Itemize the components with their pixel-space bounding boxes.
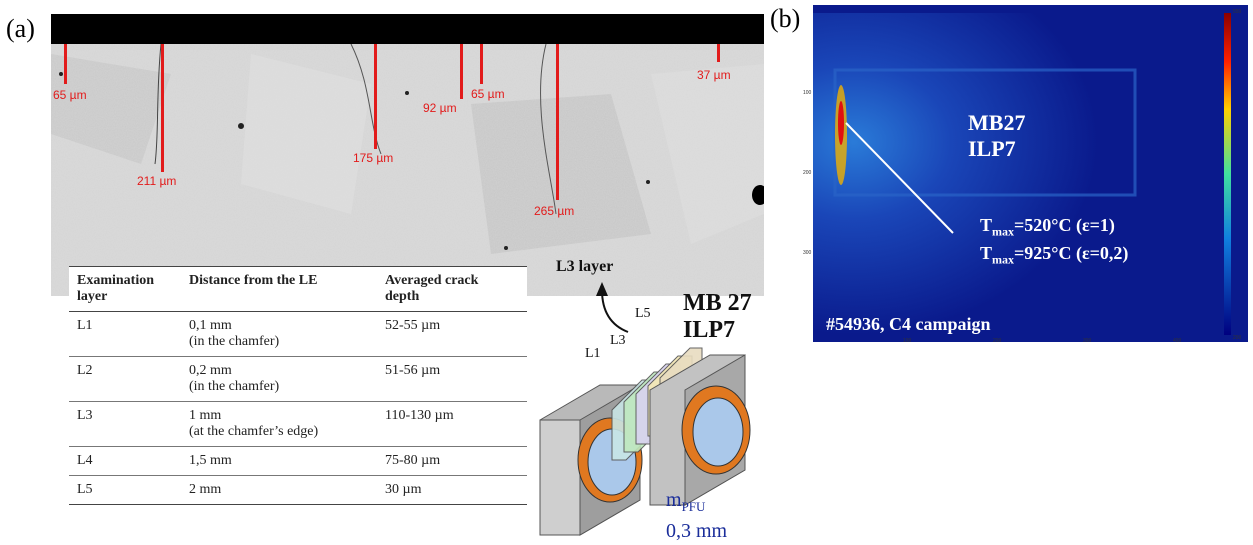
micrograph-texture — [51, 14, 764, 296]
shot-campaign-label: #54936, C4 campaign — [826, 314, 991, 334]
crack-marker — [717, 44, 720, 62]
table-row: L5 2 mm 30 µm — [69, 475, 527, 505]
l3-label: L3 — [610, 333, 626, 348]
arrow-head-icon — [596, 282, 608, 296]
cell-layer: L3 — [69, 401, 181, 447]
top-black-band — [51, 14, 764, 44]
crack-label: 211 µm — [137, 174, 177, 188]
crack-label: 175 µm — [353, 151, 394, 165]
cell-distance: 2 mm — [181, 475, 377, 505]
mpfu-label: mPFU 0,3 mm — [666, 489, 728, 542]
sem-micrograph: 65 µm 211 µm 175 µm 92 µm 65 µm 265 µm 3… — [51, 14, 764, 296]
crack-depth-table: Examination layer Distance from the LE Av… — [69, 266, 527, 505]
cell-layer: L1 — [69, 311, 181, 357]
header-distance: Distance from the LE — [181, 266, 377, 312]
colorbar — [1224, 13, 1231, 335]
table-header-row: Examination layer Distance from the LE Av… — [69, 266, 527, 312]
cell-distance: 0,1 mm (in the chamfer) — [181, 311, 377, 357]
tmax-1-label: Tmax=520°C (ε=1) — [980, 215, 1115, 239]
monoblock-schematic — [539, 282, 751, 536]
l5-label: L5 — [635, 306, 651, 321]
table-row: L1 0,1 mm (in the chamfer) 52-55 µm — [69, 311, 527, 357]
crack-label: 65 µm — [471, 87, 505, 101]
ir-thermal-image: 550 200 100 200 300 100 200 300 400 — [803, 5, 1248, 344]
crack-marker — [556, 44, 559, 200]
ir-block-label: MB27 ILP7 — [968, 110, 1026, 161]
panel-a-label: (a) — [6, 14, 35, 43]
cell-depth: 52-55 µm — [377, 311, 527, 357]
cell-distance: 1 mm (at the chamfer’s edge) — [181, 401, 377, 447]
header-examination-layer: Examination layer — [69, 266, 181, 312]
cell-depth: 30 µm — [377, 475, 527, 505]
cell-layer: L5 — [69, 475, 181, 505]
cell-depth: 51-56 µm — [377, 356, 527, 402]
arrow-icon — [601, 289, 629, 333]
table-row: L2 0,2 mm (in the chamfer) 51-56 µm — [69, 356, 527, 402]
crack-label: 92 µm — [423, 101, 457, 115]
pointer-line — [845, 122, 954, 234]
table-row: L4 1,5 mm 75-80 µm — [69, 446, 527, 476]
cell-depth: 110-130 µm — [377, 401, 527, 447]
crack-marker — [161, 44, 164, 172]
crack-label: 265 µm — [534, 204, 575, 218]
table-row: L3 1 mm (at the chamfer’s edge) 110-130 µ… — [69, 401, 527, 447]
crack-label: 65 µm — [53, 88, 87, 102]
thermal-map — [813, 13, 1231, 335]
crack-marker — [460, 44, 463, 99]
cell-layer: L4 — [69, 446, 181, 476]
l1-label: L1 — [585, 346, 601, 361]
l3-layer-label: L3 layer — [556, 258, 614, 275]
hotspot — [838, 101, 844, 145]
cell-depth: 75-80 µm — [377, 446, 527, 476]
cell-distance: 1,5 mm — [181, 446, 377, 476]
crack-label: 37 µm — [697, 68, 731, 82]
crack-marker — [480, 44, 483, 84]
crack-marker — [374, 44, 377, 149]
panel-b-label: (b) — [770, 4, 801, 33]
tmax-2-label: Tmax=925°C (ε=0,2) — [980, 243, 1129, 267]
header-crack-depth: Averaged crack depth — [377, 266, 527, 312]
crack-marker — [64, 44, 67, 84]
mb27-label: MB 27 ILP7 — [683, 290, 752, 343]
cell-distance: 0,2 mm (in the chamfer) — [181, 356, 377, 402]
cell-layer: L2 — [69, 356, 181, 402]
